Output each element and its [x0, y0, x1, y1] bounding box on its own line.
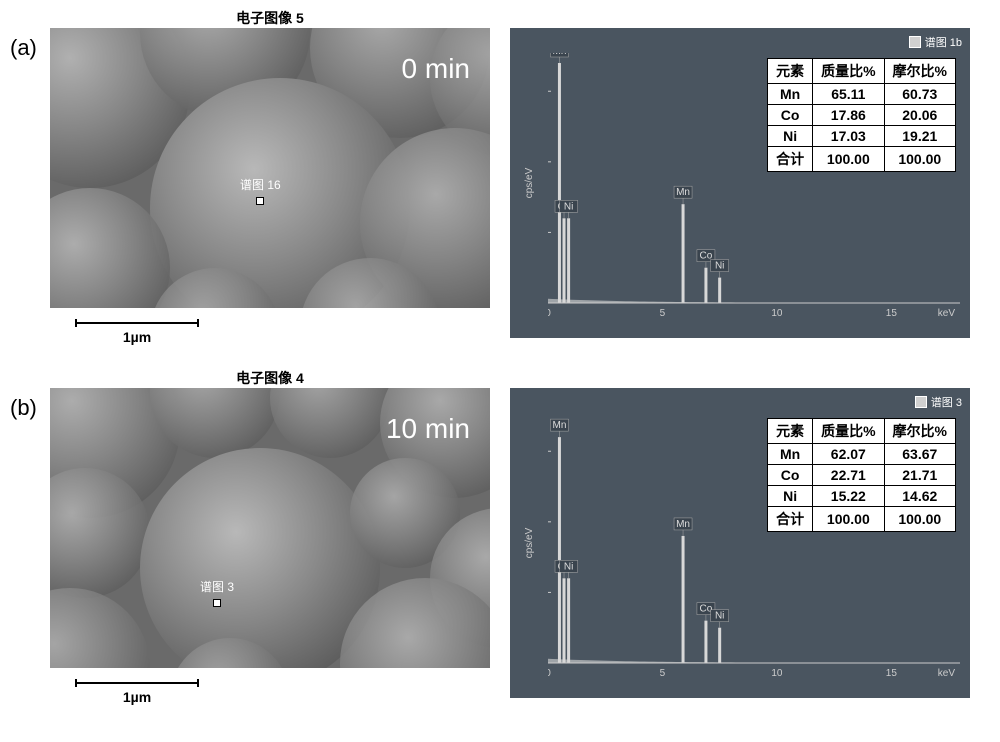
svg-text:Mn: Mn — [676, 519, 690, 530]
table-cell: 21.71 — [884, 465, 955, 486]
svg-text:Ni: Ni — [715, 611, 724, 622]
scalebar-text: 1µm — [123, 329, 151, 345]
table-row: Ni15.2214.62 — [768, 486, 956, 507]
legend-square-icon — [909, 36, 921, 48]
table-row: 合计100.00100.00 — [768, 147, 956, 172]
eds-legend: 谱图 1b — [909, 34, 962, 50]
svg-text:15: 15 — [886, 668, 898, 678]
eds-legend: 谱图 3 — [915, 394, 962, 410]
table-cell: Co — [768, 105, 813, 126]
svg-text:Mn: Mn — [552, 53, 566, 57]
eds-composition-table: 元素质量比%摩尔比%Mn62.0763.67Co22.7121.71Ni15.2… — [767, 418, 956, 532]
svg-text:5: 5 — [660, 308, 666, 318]
eds-panel: 谱图 3cps/eV051015051015keVMnCoNiMnCoNi元素质… — [510, 388, 970, 698]
table-cell: 合计 — [768, 507, 813, 532]
table-cell: Ni — [768, 126, 813, 147]
table-header: 元素 — [768, 59, 813, 84]
scalebar: 1µm — [75, 319, 199, 345]
svg-text:5: 5 — [660, 668, 666, 678]
sem-panel: 电子图像 5 0 min 谱图 16 1µm — [50, 10, 490, 345]
table-cell: Mn — [768, 84, 813, 105]
table-cell: 62.07 — [813, 444, 884, 465]
eds-composition-table: 元素质量比%摩尔比%Mn65.1160.73Co17.8620.06Ni17.0… — [767, 58, 956, 172]
sem-panel: 电子图像 4 10 min 谱图 3 1µm — [50, 370, 490, 705]
table-row: Mn65.1160.73 — [768, 84, 956, 105]
svg-text:0: 0 — [548, 668, 551, 678]
point-marker-icon — [256, 197, 264, 205]
svg-text:Ni: Ni — [564, 201, 573, 212]
table-cell: Ni — [768, 486, 813, 507]
svg-text:Ni: Ni — [715, 261, 724, 272]
svg-text:0: 0 — [548, 308, 551, 318]
sem-image: 10 min 谱图 3 — [50, 388, 490, 668]
table-cell: 17.86 — [813, 105, 884, 126]
table-row: Co17.8620.06 — [768, 105, 956, 126]
panel-label: (a) — [10, 10, 50, 61]
sem-image: 0 min 谱图 16 — [50, 28, 490, 308]
svg-text:Mn: Mn — [676, 187, 690, 198]
table-cell: 65.11 — [813, 84, 884, 105]
table-row: 合计100.00100.00 — [768, 507, 956, 532]
eds-ylabel: cps/eV — [524, 528, 535, 559]
table-cell: 19.21 — [884, 126, 955, 147]
table-cell: 14.62 — [884, 486, 955, 507]
table-cell: 100.00 — [813, 507, 884, 532]
sem-sphere — [270, 388, 390, 458]
sem-overlay-time: 10 min — [386, 413, 470, 445]
table-cell: 100.00 — [884, 507, 955, 532]
eds-ylabel: cps/eV — [524, 168, 535, 199]
sem-title: 电子图像 5 — [236, 8, 304, 28]
svg-text:10: 10 — [771, 308, 783, 318]
eds-panel: 谱图 1bcps/eV051015051015keVMnCoNiMnCoNi元素… — [510, 28, 970, 338]
table-cell: Co — [768, 465, 813, 486]
legend-square-icon — [915, 396, 927, 408]
sem-point-label: 谱图 3 — [200, 578, 234, 607]
table-cell: 63.67 — [884, 444, 955, 465]
svg-text:keV: keV — [938, 308, 956, 318]
scalebar: 1µm — [75, 679, 199, 705]
scalebar-line-icon — [75, 319, 199, 327]
table-header: 元素 — [768, 419, 813, 444]
table-cell: 17.03 — [813, 126, 884, 147]
table-header: 质量比% — [813, 419, 884, 444]
table-row: Ni17.0319.21 — [768, 126, 956, 147]
panel-label: (b) — [10, 370, 50, 421]
table-header: 摩尔比% — [884, 59, 955, 84]
point-marker-icon — [213, 599, 221, 607]
svg-text:Ni: Ni — [564, 561, 573, 572]
svg-text:keV: keV — [938, 668, 956, 678]
table-cell: 22.71 — [813, 465, 884, 486]
scalebar-text: 1µm — [123, 689, 151, 705]
table-cell: 60.73 — [884, 84, 955, 105]
table-row: Co22.7121.71 — [768, 465, 956, 486]
table-cell: 合计 — [768, 147, 813, 172]
sem-title: 电子图像 4 — [236, 368, 304, 388]
table-cell: 15.22 — [813, 486, 884, 507]
table-row: Mn62.0763.67 — [768, 444, 956, 465]
table-header: 质量比% — [813, 59, 884, 84]
table-cell: Mn — [768, 444, 813, 465]
svg-text:10: 10 — [771, 668, 783, 678]
sem-overlay-time: 0 min — [402, 53, 470, 85]
table-cell: 100.00 — [813, 147, 884, 172]
svg-text:15: 15 — [886, 308, 898, 318]
table-cell: 100.00 — [884, 147, 955, 172]
table-cell: 20.06 — [884, 105, 955, 126]
sem-point-label: 谱图 16 — [240, 176, 281, 205]
sem-sphere — [50, 588, 150, 668]
scalebar-line-icon — [75, 679, 199, 687]
table-header: 摩尔比% — [884, 419, 955, 444]
svg-text:Mn: Mn — [552, 420, 566, 431]
